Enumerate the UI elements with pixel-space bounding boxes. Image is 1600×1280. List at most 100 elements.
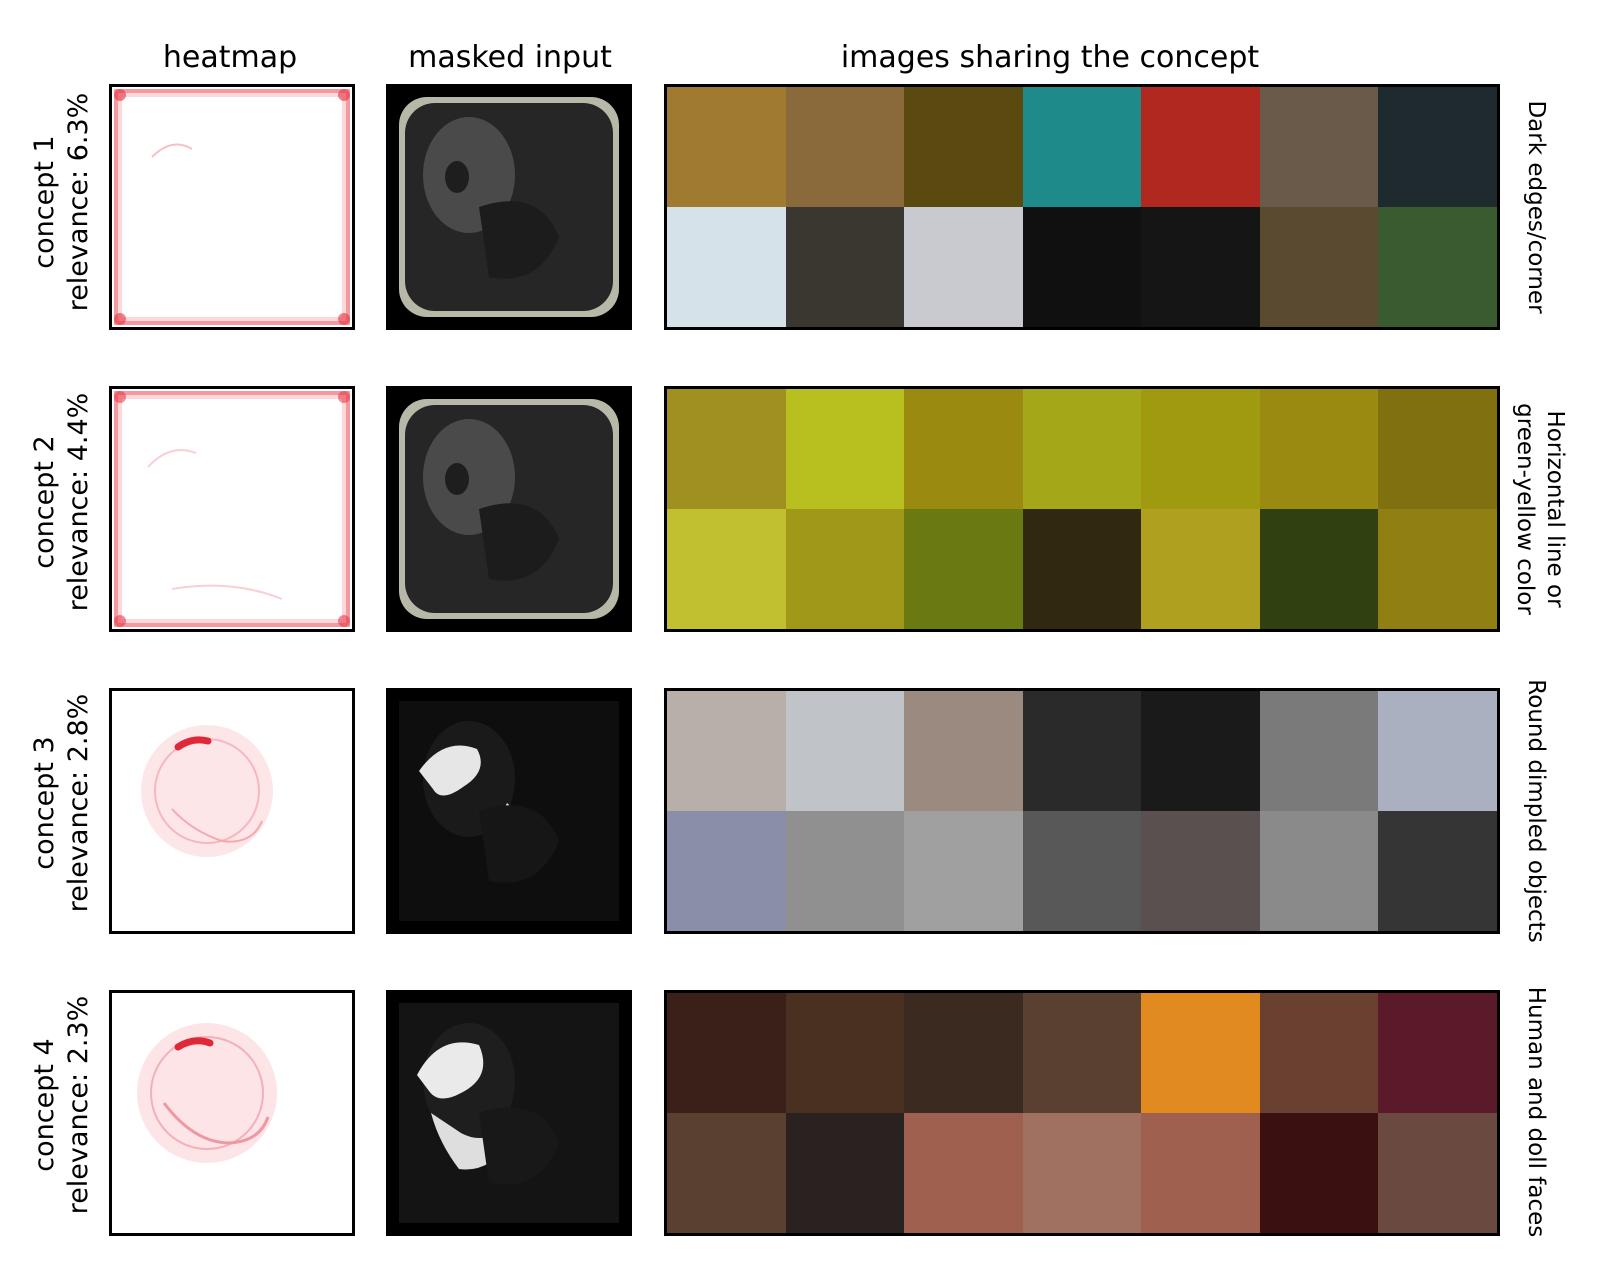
masked-input-panel-3 [386,688,632,934]
concept-example-image [1022,691,1142,811]
heatmap-panel-1 [109,84,355,330]
concept-images-grid-1 [664,84,1500,330]
concept-example-image [1259,691,1379,811]
heatmap-column-header: heatmap [162,40,298,75]
concept-images-grid-4 [664,990,1500,1236]
concept-example-image [1259,993,1379,1113]
concept-relevance: relevance: 6.3% [63,92,94,312]
concept-relevance: relevance: 2.3% [63,995,94,1215]
heatmap-panel-3 [109,688,355,934]
concept-name-1: Dark edges/corner [1521,67,1551,347]
concept-example-image [1141,993,1260,1113]
concept-name-line: green-yellow color [1512,403,1538,615]
concept-images-grid-3 [664,688,1500,934]
concept-example-image [904,691,1023,811]
concept-example-image [1378,509,1497,629]
concept-name-line: Human and doll faces [1523,986,1549,1238]
concept-example-image [1022,207,1142,327]
concept-relevance: relevance: 4.4% [63,392,94,612]
concept-example-image [667,811,786,931]
concept-example-image [1378,87,1497,207]
concept-example-image [785,1113,905,1233]
concept-title: concept 3 [29,736,60,870]
concept-example-image [1378,1113,1497,1233]
concept-title: concept 4 [29,1038,60,1172]
concept-example-image [904,87,1023,207]
concept-name-3: Round dimpled objects [1521,671,1551,951]
masked-input-panel-1 [386,84,632,330]
concept-relevance: relevance: 2.8% [63,693,94,913]
concept-example-image [1259,509,1379,629]
concept-example-image [904,207,1023,327]
heatmap-panel-2 [109,386,355,632]
concept-example-image [667,1113,786,1233]
concept-example-image [904,509,1023,629]
concept-title: concept 2 [29,435,60,569]
concept-example-image [1259,207,1379,327]
concept-example-image [785,509,905,629]
concept-example-image [1022,509,1142,629]
row-label-3: concept 3 relevance: 2.8% [28,673,108,933]
concept-example-image [785,993,905,1113]
concept-example-image [1022,993,1142,1113]
concept-example-image [1022,811,1142,931]
concept-name-4: Human and doll faces [1521,972,1551,1252]
concept-example-image [1141,811,1260,931]
concept-example-image [1259,1113,1379,1233]
concept-example-image [1259,811,1379,931]
heatmap-image [114,391,350,627]
masked-input-column-header: masked input [408,40,612,75]
row-label-2: concept 2 relevance: 4.4% [28,372,108,632]
concept-name-line: Round dimpled objects [1523,679,1549,943]
heatmap-image [114,89,350,325]
concept-example-image [1022,87,1142,207]
masked-input-image [399,701,619,921]
concept-example-image [1141,207,1260,327]
masked-input-panel-4 [386,990,632,1236]
concept-example-image [785,87,905,207]
concept-name-line: Dark edges/corner [1523,100,1549,314]
masked-input-image [399,399,619,619]
concept-example-image [1141,87,1260,207]
concept-example-image [785,811,905,931]
row-label-4: concept 4 relevance: 2.3% [28,975,108,1235]
concept-example-image [1378,993,1497,1113]
concept-example-image [1259,389,1379,509]
concept-example-image [667,389,786,509]
masked-input-image [399,97,619,317]
concept-example-image [1378,389,1497,509]
heatmap-image [141,725,273,857]
row-label-1: concept 1 relevance: 6.3% [28,72,108,332]
concept-example-image [667,993,786,1113]
concept-example-image [667,207,786,327]
concept-example-image [1141,389,1260,509]
concept-example-image [904,1113,1023,1233]
concept-example-image [1141,1113,1260,1233]
concept-images-grid-2 [664,386,1500,632]
concept-example-image [667,691,786,811]
masked-input-image [399,1003,619,1223]
concept-title: concept 1 [29,135,60,269]
concept-name-line: Horizontal line or [1542,410,1568,608]
concept-example-image [1141,691,1260,811]
concept-example-image [1259,87,1379,207]
concept-example-image [1378,691,1497,811]
images-column-header: images sharing the concept [840,40,1260,75]
concept-name-2: Horizontal line or green-yellow color [1510,369,1570,649]
concept-example-image [667,87,786,207]
heatmap-panel-4 [109,990,355,1236]
concept-example-image [785,691,905,811]
masked-input-panel-2 [386,386,632,632]
concept-example-image [667,509,786,629]
heatmap-image [137,1023,277,1163]
concept-example-image [1022,1113,1142,1233]
concept-example-image [1022,389,1142,509]
concept-example-image [904,993,1023,1113]
concept-example-image [904,811,1023,931]
concept-example-image [785,389,905,509]
concept-example-image [904,389,1023,509]
concept-example-image [1378,811,1497,931]
concept-example-image [785,207,905,327]
concept-example-image [1141,509,1260,629]
concept-example-image [1378,207,1497,327]
